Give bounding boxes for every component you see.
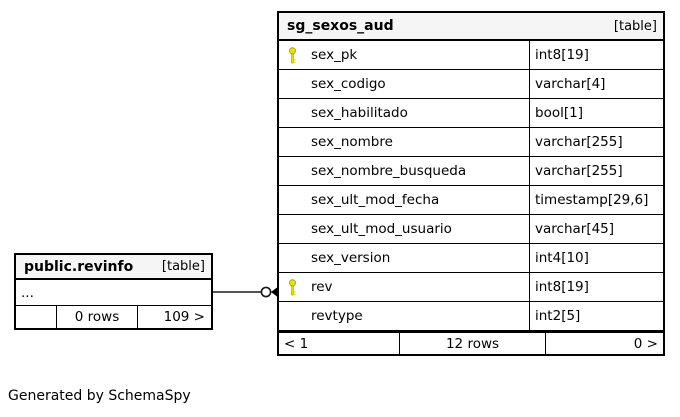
column-name: sex_ult_mod_fecha bbox=[311, 192, 440, 208]
column-type: varchar[255] bbox=[535, 134, 623, 150]
primary-key-icon bbox=[289, 46, 296, 63]
cardinality-circle-icon bbox=[260, 286, 272, 298]
table-type-badge: [table] bbox=[613, 18, 657, 34]
table-row: sex_codigo varchar[4] bbox=[279, 70, 663, 99]
table-row: sex_version int4[10] bbox=[279, 244, 663, 273]
column-name: sex_pk bbox=[311, 47, 358, 63]
children-count: 109 > bbox=[163, 309, 205, 325]
column-name: rev bbox=[311, 279, 333, 295]
children-count: 0 > bbox=[633, 335, 658, 352]
table-row: revtype int2[5] bbox=[279, 302, 663, 331]
row-count: 12 rows bbox=[400, 333, 546, 354]
table-footer: 0 rows 109 > bbox=[16, 306, 211, 328]
column-type: int4[10] bbox=[535, 250, 589, 266]
collapsed-columns-row: ... bbox=[16, 280, 211, 306]
column-type: bool[1] bbox=[535, 105, 583, 121]
table-row: sex_habilitado bool[1] bbox=[279, 99, 663, 128]
table-row: sex_ult_mod_usuario varchar[45] bbox=[279, 215, 663, 244]
parents-count: < 1 bbox=[279, 333, 400, 354]
table-public-revinfo[interactable]: public.revinfo [table] ... 0 rows 109 > bbox=[14, 253, 213, 330]
table-row: sex_ult_mod_fecha timestamp[29,6] bbox=[279, 186, 663, 215]
column-name: sex_codigo bbox=[311, 76, 386, 92]
column-name: revtype bbox=[311, 308, 363, 324]
table-header: public.revinfo [table] bbox=[16, 255, 211, 280]
table-row: rev int8[19] bbox=[279, 273, 663, 302]
column-name: sex_ult_mod_usuario bbox=[311, 221, 452, 237]
table-row: sex_pk int8[19] bbox=[279, 41, 663, 70]
table-title[interactable]: public.revinfo bbox=[24, 258, 134, 275]
table-sg-sexos-aud[interactable]: sg_sexos_aud [table] sex_pk int8[19] sex… bbox=[277, 11, 665, 356]
column-name: sex_nombre bbox=[311, 134, 393, 150]
column-type: int8[19] bbox=[535, 279, 589, 295]
column-name: sex_habilitado bbox=[311, 105, 408, 121]
column-type: varchar[255] bbox=[535, 163, 623, 179]
table-header: sg_sexos_aud [table] bbox=[279, 13, 663, 41]
table-row: sex_nombre_busqueda varchar[255] bbox=[279, 157, 663, 186]
table-row: sex_nombre varchar[255] bbox=[279, 128, 663, 157]
table-footer: < 1 12 rows 0 > bbox=[279, 331, 663, 354]
generator-note: Generated by SchemaSpy bbox=[8, 388, 191, 404]
column-type: varchar[4] bbox=[535, 76, 606, 92]
table-type-badge: [table] bbox=[161, 259, 205, 274]
fk-relationship-connector bbox=[213, 286, 279, 298]
row-count: 0 rows bbox=[57, 306, 138, 328]
primary-key-icon bbox=[289, 278, 296, 295]
column-type: int8[19] bbox=[535, 47, 589, 63]
column-name: sex_nombre_busqueda bbox=[311, 163, 467, 179]
column-type: varchar[45] bbox=[535, 221, 615, 237]
column-type: int2[5] bbox=[535, 308, 581, 324]
parents-count bbox=[16, 306, 57, 328]
table-title[interactable]: sg_sexos_aud bbox=[287, 18, 394, 34]
column-type: timestamp[29,6] bbox=[535, 192, 649, 208]
column-name: sex_version bbox=[311, 250, 391, 266]
